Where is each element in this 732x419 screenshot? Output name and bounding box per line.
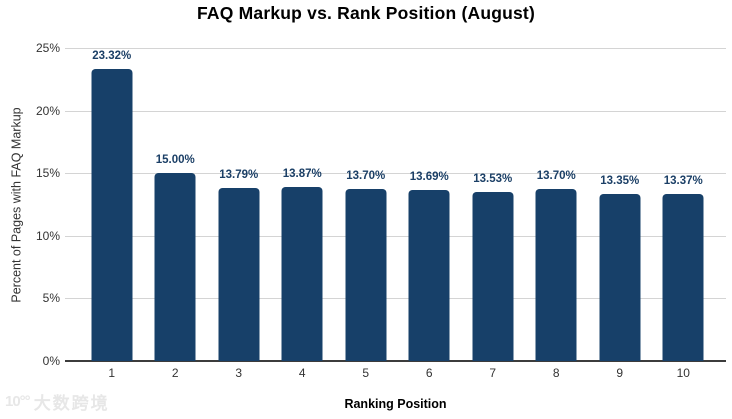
bar-slot: 13.37% bbox=[652, 48, 716, 361]
plot-area bbox=[65, 48, 726, 362]
bar-slot: 13.70% bbox=[334, 48, 398, 361]
bar-rank-10 bbox=[662, 193, 704, 361]
y-tick-label: 5% bbox=[42, 291, 60, 306]
watermark-text: 大数跨境 bbox=[33, 394, 110, 413]
x-tick-label: 3 bbox=[235, 366, 243, 380]
bar-value-label: 13.69% bbox=[409, 170, 449, 183]
x-axis-ticks: 1 2 3 4 5 6 7 8 9 10 bbox=[80, 366, 715, 380]
watermark: 10°° 大数跨境 bbox=[5, 389, 110, 414]
bar-rank-5 bbox=[345, 189, 387, 361]
bar-series: 23.32% 15.00% 13.79% 13.87% 13.70% 13.69% 13.5… bbox=[80, 48, 715, 361]
bar-rank-3 bbox=[218, 188, 260, 361]
x-tick-label: 1 bbox=[108, 366, 116, 380]
y-tick-label: 10% bbox=[35, 228, 60, 243]
bar-rank-8 bbox=[535, 189, 577, 361]
x-tick-label: 8 bbox=[552, 366, 560, 380]
bar-rank-6 bbox=[408, 189, 450, 361]
bar-slot: 13.69% bbox=[398, 48, 462, 361]
x-axis-title: Ranking Position bbox=[344, 397, 447, 411]
y-axis-ticks: 25% 20% 15% 10% 5% 0% bbox=[0, 41, 60, 368]
bar-value-label: 15.00% bbox=[155, 154, 195, 167]
bar-slot: 15.00% bbox=[144, 48, 208, 361]
bar-value-label: 13.37% bbox=[663, 174, 703, 187]
x-axis-line bbox=[65, 360, 726, 362]
bar-value-label: 23.32% bbox=[92, 50, 132, 63]
bar-value-label: 13.87% bbox=[282, 168, 322, 181]
x-tick-label: 9 bbox=[616, 366, 624, 380]
bar-slot: 13.35% bbox=[588, 48, 652, 361]
gridline bbox=[65, 173, 726, 175]
x-tick-label: 10 bbox=[676, 366, 690, 380]
gridline bbox=[65, 235, 726, 237]
bar-slot: 13.79% bbox=[207, 48, 271, 361]
x-tick-label: 7 bbox=[489, 366, 497, 380]
bar-value-label: 13.53% bbox=[473, 172, 513, 185]
y-tick-label: 15% bbox=[35, 166, 60, 181]
bar-rank-1 bbox=[91, 69, 133, 361]
bar-rank-4 bbox=[281, 187, 323, 361]
gridline bbox=[65, 298, 726, 300]
bar-value-label: 13.79% bbox=[219, 169, 259, 182]
y-axis-title: Percent of Pages with FAQ Markup bbox=[10, 106, 25, 303]
x-tick-label: 2 bbox=[171, 366, 179, 380]
bar-slot: 13.53% bbox=[461, 48, 525, 361]
bar-value-label: 13.35% bbox=[600, 174, 640, 187]
y-tick-label: 0% bbox=[42, 354, 60, 368]
chart-title: FAQ Markup vs. Rank Position (August) bbox=[197, 3, 535, 23]
bar-slot: 13.70% bbox=[525, 48, 589, 361]
bar-slot: 13.87% bbox=[271, 48, 335, 361]
gridline bbox=[65, 48, 726, 49]
bar-rank-7 bbox=[472, 191, 514, 361]
bar-rank-2 bbox=[154, 173, 196, 361]
bar-value-label: 13.70% bbox=[346, 170, 386, 183]
bar-slot: 23.32% bbox=[80, 48, 144, 361]
bar-value-label: 13.70% bbox=[536, 170, 576, 183]
bar-rank-9 bbox=[599, 193, 641, 361]
x-tick-label: 4 bbox=[298, 366, 306, 380]
x-tick-label: 5 bbox=[362, 366, 370, 380]
watermark-logo-icon: 10°° bbox=[5, 393, 31, 410]
gridline bbox=[65, 110, 726, 112]
y-tick-label: 25% bbox=[35, 41, 60, 55]
y-tick-label: 20% bbox=[35, 103, 60, 118]
x-tick-label: 6 bbox=[425, 366, 433, 380]
